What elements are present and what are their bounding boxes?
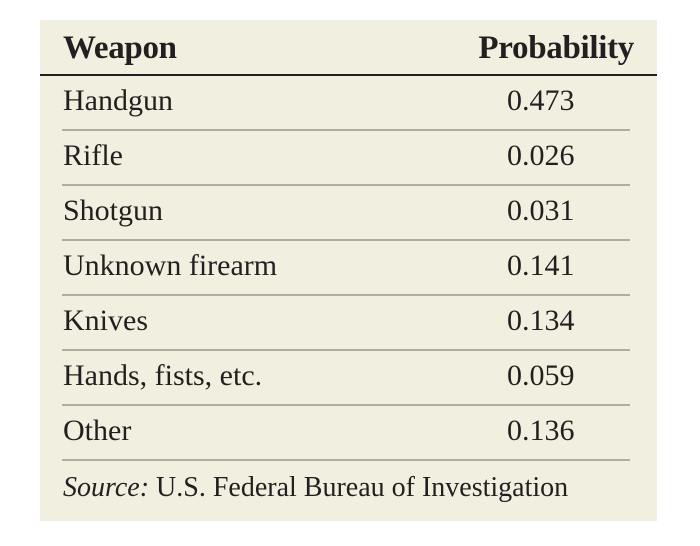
table-row: Handgun 0.473 [62,76,630,131]
weapon-cell: Unknown firearm [63,249,278,282]
table-row: Unknown firearm 0.141 [62,241,630,296]
probability-table: Weapon Probability Handgun 0.473 Rifle 0… [40,20,657,521]
probability-cell: 0.026 [507,139,575,172]
table-row: Rifle 0.026 [62,131,630,186]
table-row: Knives 0.134 [62,296,630,351]
header-probability: Probability [478,30,634,66]
probability-cell: 0.136 [507,414,575,447]
table-row: Other 0.136 [62,406,630,461]
source-note: Source: U.S. Federal Bureau of Investiga… [63,472,568,504]
weapon-cell: Shotgun [63,194,164,227]
weapon-cell: Hands, fists, etc. [63,359,263,392]
probability-cell: 0.031 [507,194,575,227]
weapon-cell: Other [63,414,132,447]
table-row: Shotgun 0.031 [62,186,630,241]
table-header: Weapon Probability [40,20,657,76]
weapon-cell: Handgun [63,84,173,117]
weapon-cell: Rifle [63,139,123,172]
probability-cell: 0.059 [507,359,575,392]
probability-cell: 0.473 [507,84,575,117]
source-label: Source: [63,472,150,503]
probability-cell: 0.141 [507,249,575,282]
weapon-cell: Knives [63,304,148,337]
probability-cell: 0.134 [507,304,575,337]
source-text: U.S. Federal Bureau of Investigation [149,472,569,503]
header-weapon: Weapon [63,30,177,66]
table-row: Hands, fists, etc. 0.059 [62,351,630,406]
